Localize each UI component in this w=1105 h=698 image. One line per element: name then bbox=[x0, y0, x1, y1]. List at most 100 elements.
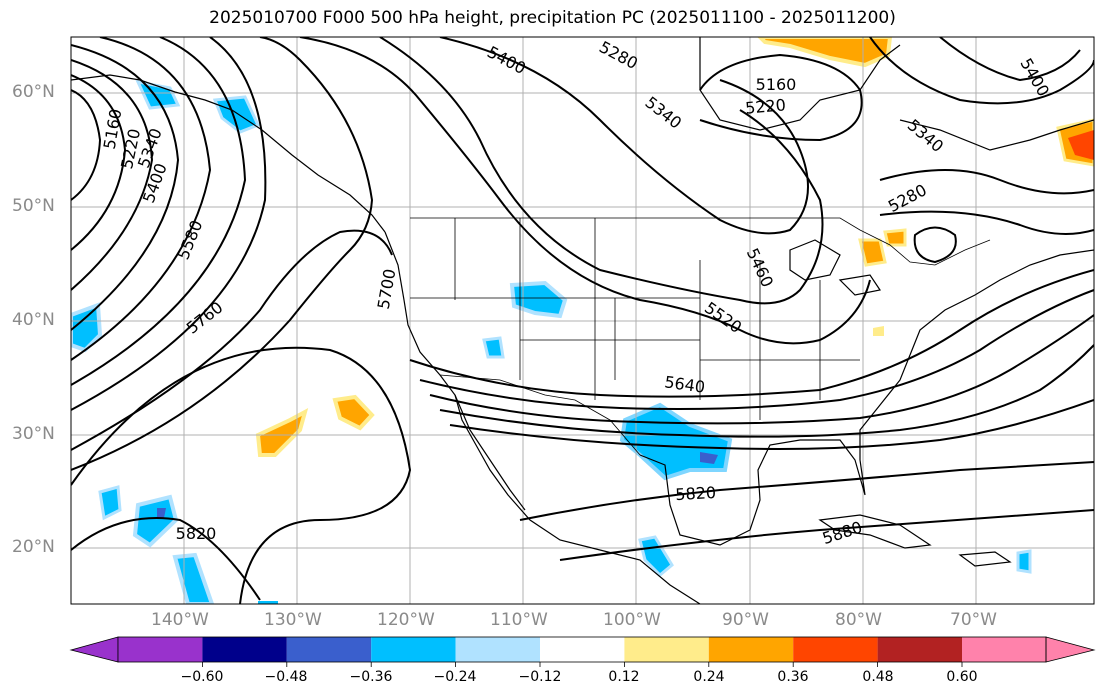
precip-blob-pacific-1-core bbox=[157, 508, 166, 518]
map-title: 2025010700 F000 500 hPa height, precipit… bbox=[209, 8, 896, 28]
lat-label: 50°N bbox=[12, 196, 55, 216]
precip-blob-ontario bbox=[858, 238, 887, 267]
contour-low-quebec bbox=[913, 226, 957, 264]
precip-blob-virginia bbox=[873, 326, 884, 336]
lat-label: 20°N bbox=[12, 537, 55, 557]
precip-blob-labrador-core bbox=[1068, 130, 1094, 160]
precip-blob-texas-core bbox=[700, 452, 718, 464]
state-lines bbox=[410, 218, 860, 420]
map-frame bbox=[70, 36, 1095, 605]
precip-blob-pacific-orange-2 bbox=[332, 394, 375, 431]
colorbar-extend-right bbox=[1045, 636, 1096, 663]
canada-coast bbox=[699, 37, 901, 131]
contour-5280 bbox=[71, 59, 154, 291]
contour-5400 bbox=[71, 37, 212, 361]
contour-band-3 bbox=[429, 314, 1094, 425]
us-mexico-border bbox=[439, 374, 641, 456]
colorbar-bin bbox=[540, 637, 625, 662]
precip-blob-quebec bbox=[883, 228, 907, 247]
contour-label-5820-east: 5820 bbox=[675, 483, 717, 504]
alaska-coast bbox=[71, 74, 386, 233]
colorbar-tick-label: −0.48 bbox=[264, 669, 308, 685]
colorbar-bin bbox=[962, 637, 1047, 662]
height-contours bbox=[71, 37, 1094, 604]
colorbar-tick-label: 0.24 bbox=[693, 669, 725, 685]
colorbar-outline bbox=[117, 636, 1047, 663]
lon-label: 100°W bbox=[603, 610, 661, 630]
contour-trough-1 bbox=[299, 37, 871, 345]
lon-label: 110°W bbox=[490, 610, 548, 630]
colorbar bbox=[69, 636, 1096, 667]
contour-east-ridge bbox=[879, 169, 1094, 195]
contour-north-east-2 bbox=[939, 37, 1081, 82]
cuba bbox=[818, 514, 932, 549]
precip-blob-colorado bbox=[509, 280, 568, 319]
contour-trough-3 bbox=[439, 37, 809, 235]
contour-high-pacific bbox=[71, 346, 412, 604]
lon-label: 90°W bbox=[722, 610, 769, 630]
political-borders bbox=[410, 217, 991, 456]
lat-label: 60°N bbox=[12, 82, 55, 102]
colorbar-tick-label: 0.12 bbox=[608, 669, 640, 685]
colorbar-tick-label: −0.60 bbox=[180, 669, 224, 685]
lon-label: 80°W bbox=[835, 610, 882, 630]
colorbar-bin bbox=[708, 637, 794, 662]
precip-blob-arizona bbox=[482, 336, 505, 359]
us-canada-border bbox=[410, 217, 991, 266]
contour-5460 bbox=[71, 37, 247, 386]
precip-blob-mexico bbox=[638, 535, 674, 578]
great-lakes bbox=[789, 239, 881, 296]
graticule bbox=[71, 37, 1094, 604]
lon-label: 140°W bbox=[151, 610, 209, 630]
colorbar-bin bbox=[877, 637, 962, 662]
precip-blob-caribbean bbox=[1016, 549, 1032, 574]
hispaniola bbox=[958, 551, 1012, 567]
precip-blob-hudson-bay bbox=[757, 37, 893, 68]
colorbar-bin bbox=[624, 637, 709, 662]
lon-label: 70°W bbox=[950, 610, 997, 630]
contour-label-5160-east: 5160 bbox=[756, 75, 797, 94]
baja-peninsula bbox=[454, 394, 526, 511]
gulf-coast bbox=[639, 354, 911, 546]
contour-label-5220-east: 5220 bbox=[744, 95, 786, 117]
precip-blob-pacific-2 bbox=[98, 485, 122, 521]
colorbar-bin bbox=[286, 637, 372, 662]
precip-blob-southern-edge bbox=[258, 601, 278, 604]
contour-trough-2 bbox=[379, 37, 824, 305]
colorbar-tick-label: 0.36 bbox=[777, 669, 809, 685]
colorbar-bin bbox=[455, 637, 540, 662]
contour-east-ridge-2 bbox=[879, 210, 1094, 235]
contour-band-4 bbox=[439, 344, 1094, 438]
contour-5160-east bbox=[699, 53, 863, 142]
lon-label: 120°W bbox=[377, 610, 435, 630]
precip-positive-shading bbox=[255, 37, 1094, 457]
precip-blob-pacific-orange-1 bbox=[255, 408, 309, 457]
colorbar-tick-label: 0.48 bbox=[862, 669, 894, 685]
contour-5220 bbox=[71, 74, 127, 251]
contour-band-1 bbox=[409, 269, 1094, 398]
colorbar-bin bbox=[118, 637, 203, 662]
colorbar-tick-label: 0.60 bbox=[946, 669, 978, 685]
contour-label-5820-west: 5820 bbox=[176, 524, 217, 543]
lat-label: 30°N bbox=[12, 424, 55, 444]
colorbar-bin bbox=[793, 637, 878, 662]
contour-5820-east bbox=[519, 461, 1094, 521]
contour-5340 bbox=[71, 44, 180, 331]
contour-5580 bbox=[71, 37, 267, 411]
contour-north-east-1 bbox=[869, 37, 1094, 105]
contour-band-2 bbox=[419, 289, 1094, 410]
colorbar-tick-label: −0.12 bbox=[518, 669, 562, 685]
colorbar-bin bbox=[371, 637, 456, 662]
atlantic-coast bbox=[909, 249, 1094, 356]
labrador-coast bbox=[899, 119, 1094, 151]
colorbar-tick-label: −0.24 bbox=[433, 669, 477, 685]
lon-label: 130°W bbox=[264, 610, 322, 630]
colorbar-extend-left bbox=[69, 636, 119, 663]
contour-band-5 bbox=[449, 399, 1094, 450]
precip-blob-alaska-panhandle bbox=[212, 95, 261, 134]
lat-label: 40°N bbox=[12, 310, 55, 330]
precip-blob-pacific-4 bbox=[71, 302, 103, 353]
colorbar-tick-label: −0.36 bbox=[349, 669, 393, 685]
contour-5160 bbox=[71, 89, 102, 201]
